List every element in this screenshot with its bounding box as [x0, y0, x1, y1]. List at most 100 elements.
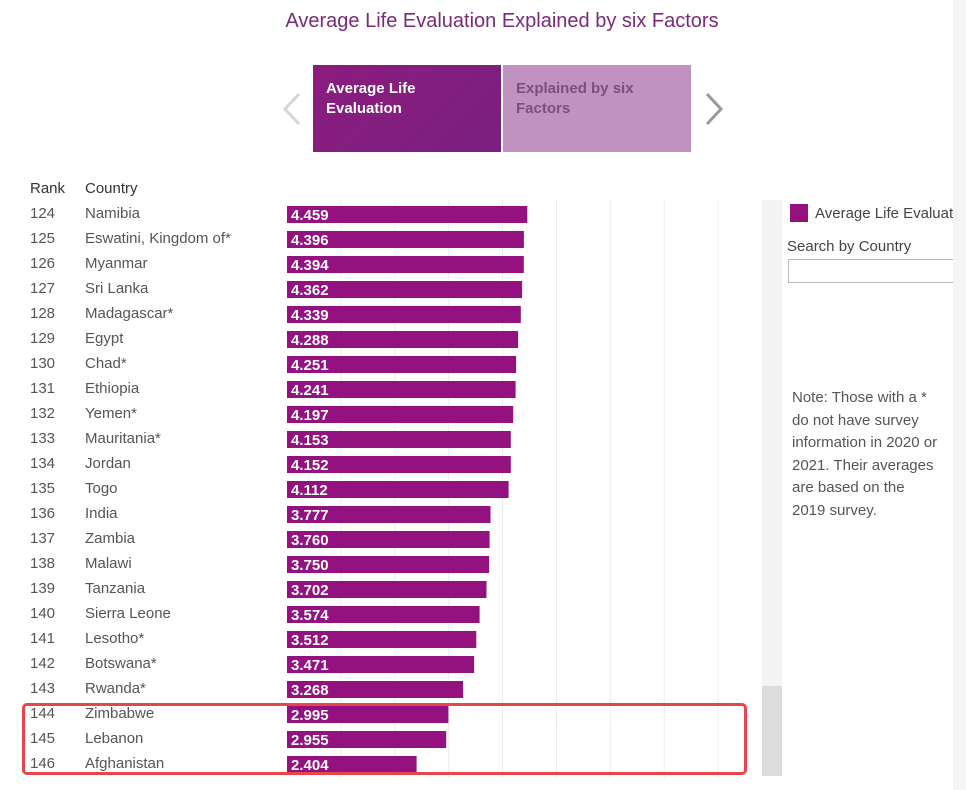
bar-value-label: 4.152: [291, 457, 329, 474]
tab-explained-by-six-factors[interactable]: Explained by six Factors: [503, 65, 691, 152]
bar[interactable]: [287, 506, 491, 523]
rank-label: 133: [30, 430, 56, 447]
bar[interactable]: [287, 681, 464, 698]
country-label: Zambia: [85, 530, 136, 547]
country-label: Lesotho*: [85, 630, 145, 647]
rank-label: 128: [30, 305, 56, 322]
bar-value-label: 4.197: [291, 407, 329, 424]
country-label: India: [85, 505, 118, 522]
rank-header: Rank: [30, 180, 66, 197]
bar[interactable]: [287, 231, 524, 248]
bar-value-label: 4.288: [291, 332, 329, 349]
rank-label: 132: [30, 405, 56, 422]
bar[interactable]: [287, 306, 521, 323]
rank-label: 131: [30, 380, 56, 397]
right-edge-panel: [953, 0, 966, 790]
bar[interactable]: [287, 331, 519, 348]
rank-label: 143: [30, 680, 56, 697]
bar[interactable]: [287, 431, 511, 448]
bar-value-label: 3.702: [291, 582, 329, 599]
bar-value-label: 3.268: [291, 682, 329, 699]
bar-value-label: 4.339: [291, 307, 329, 324]
rank-label: 144: [30, 705, 56, 722]
country-label: Chad*: [85, 355, 127, 372]
scrollbar-thumb[interactable]: [762, 686, 782, 776]
bar-value-label: 4.153: [291, 432, 329, 449]
bar-value-label: 2.955: [291, 732, 329, 749]
rank-label: 125: [30, 230, 56, 247]
vertical-scrollbar[interactable]: [762, 200, 782, 776]
search-input[interactable]: [788, 259, 966, 283]
bar[interactable]: [287, 731, 447, 748]
country-label: Madagascar*: [85, 305, 174, 322]
country-label: Yemen*: [85, 405, 137, 422]
rank-label: 135: [30, 480, 56, 497]
search-label: Search by Country: [787, 238, 912, 255]
bar[interactable]: [287, 456, 511, 473]
country-label: Botswana*: [85, 655, 157, 672]
rank-label: 140: [30, 605, 56, 622]
country-label: Malawi: [85, 555, 132, 572]
country-label: Togo: [85, 480, 118, 497]
bar-value-label: 3.750: [291, 557, 329, 574]
bar[interactable]: [287, 406, 514, 423]
rank-label: 142: [30, 655, 56, 672]
bar[interactable]: [287, 481, 509, 498]
bar-value-label: 4.459: [291, 207, 329, 224]
bar-value-label: 4.251: [291, 357, 329, 374]
bar[interactable]: [287, 281, 523, 298]
bar[interactable]: [287, 706, 449, 723]
legend-label: Average Life Evaluation: [815, 205, 966, 222]
rank-label: 139: [30, 580, 56, 597]
bar[interactable]: [287, 356, 517, 373]
country-label: Sierra Leone: [85, 605, 171, 622]
bar-value-label: 4.396: [291, 232, 329, 249]
chevron-right-icon[interactable]: [703, 92, 725, 126]
bar-value-label: 3.574: [291, 607, 329, 624]
rank-label: 126: [30, 255, 56, 272]
rank-label: 136: [30, 505, 56, 522]
bar-value-label: 4.112: [291, 482, 328, 499]
rank-label: 137: [30, 530, 56, 547]
bar-value-label: 3.512: [291, 632, 329, 649]
note-text: Note: Those with a * do not have survey …: [792, 389, 938, 519]
bar-value-label: 3.471: [291, 657, 329, 674]
bar-value-label: 4.362: [291, 282, 329, 299]
country-label: Namibia: [85, 205, 141, 222]
rank-label: 138: [30, 555, 56, 572]
bar[interactable]: [287, 581, 487, 598]
bar-chart: 4.459 4.396 4.394 4.362 4.339 4.288 4.251 4.241…: [287, 200, 719, 778]
rank-label: 141: [30, 630, 56, 647]
bar[interactable]: [287, 256, 524, 273]
country-label: Eswatini, Kingdom of*: [85, 230, 231, 247]
country-label: Egypt: [85, 330, 124, 347]
legend-swatch: [790, 204, 808, 222]
bar[interactable]: [287, 756, 417, 773]
bar[interactable]: [287, 206, 528, 223]
rank-label: 146: [30, 755, 56, 772]
country-label: Myanmar: [85, 255, 148, 272]
bar-value-label: 4.241: [291, 382, 329, 399]
chevron-left-icon[interactable]: [281, 92, 303, 126]
country-label: Rwanda*: [85, 680, 146, 697]
bar[interactable]: [287, 381, 516, 398]
country-label: Afghanistan: [85, 755, 165, 772]
bar[interactable]: [287, 556, 490, 573]
tab-average-life-evaluation[interactable]: Average Life Evaluation: [313, 65, 501, 152]
bar[interactable]: [287, 606, 480, 623]
rank-label: 134: [30, 455, 56, 472]
bar[interactable]: [287, 531, 490, 548]
country-label: Sri Lanka: [85, 280, 149, 297]
bar[interactable]: [287, 656, 475, 673]
bar-value-label: 2.995: [291, 707, 329, 724]
bar-value-label: 3.777: [291, 507, 329, 524]
rank-label: 130: [30, 355, 56, 372]
country-label: Jordan: [85, 455, 131, 472]
bar[interactable]: [287, 631, 477, 648]
rank-label: 145: [30, 730, 56, 747]
country-label: Ethiopia: [85, 380, 140, 397]
country-label: Lebanon: [85, 730, 144, 747]
country-header: Country: [85, 180, 138, 197]
bar-value-label: 3.760: [291, 532, 329, 549]
country-label: Zimbabwe: [85, 705, 155, 722]
